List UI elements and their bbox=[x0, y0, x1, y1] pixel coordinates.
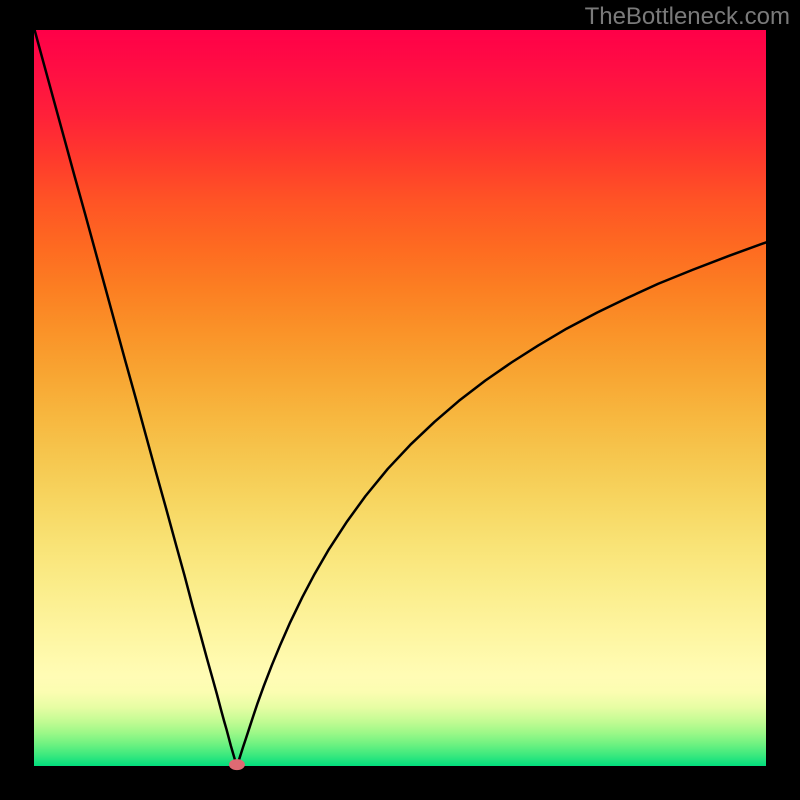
plot-background-gradient bbox=[34, 30, 766, 766]
watermark-text: TheBottleneck.com bbox=[585, 3, 790, 30]
optimum-marker bbox=[229, 759, 245, 770]
bottleneck-chart: TheBottleneck.com bbox=[0, 0, 800, 800]
